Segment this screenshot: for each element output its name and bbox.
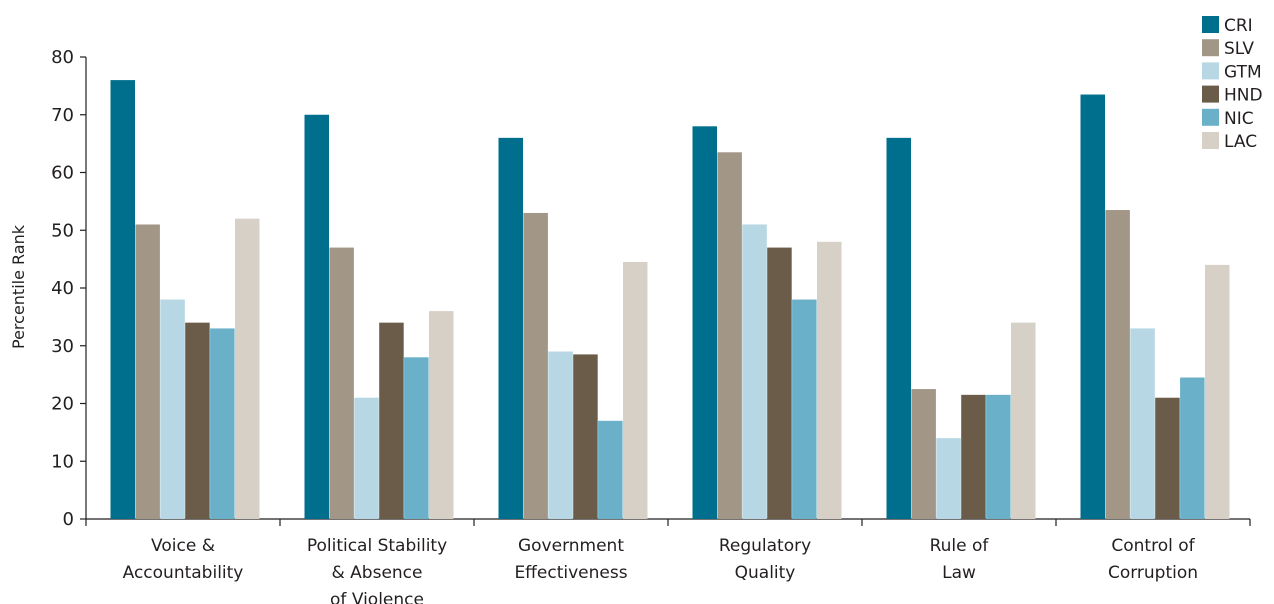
- x-category-label: Political Stability & Absence of Violence: [307, 536, 447, 604]
- x-category-label-line: Voice &: [151, 536, 215, 556]
- y-axis-title: Percentile Rank: [9, 224, 28, 349]
- bar-hnd: [767, 247, 792, 519]
- bar-hnd: [573, 354, 598, 519]
- legend-label: LAC: [1224, 132, 1257, 152]
- bar-gtm: [936, 438, 961, 519]
- x-category-label: Regulatory Quality: [719, 536, 811, 583]
- x-category-label: Voice & Accountability: [123, 536, 244, 583]
- bar-slv: [135, 224, 160, 519]
- bar-cri: [692, 126, 717, 520]
- x-category-label-line: Rule of: [930, 536, 990, 556]
- legend-swatch-hnd: [1202, 85, 1219, 103]
- bar-hnd: [185, 322, 210, 519]
- x-category-label: Control of Corruption: [1108, 536, 1198, 583]
- x-category-label-line: Law: [942, 563, 976, 583]
- bar-hnd: [1155, 397, 1180, 519]
- x-category-label-line: & Absence: [332, 563, 423, 583]
- bar-lac: [817, 241, 842, 520]
- legend-label: CRI: [1224, 16, 1253, 36]
- x-category-label-line: Government: [518, 536, 624, 556]
- bar-hnd: [961, 394, 986, 519]
- y-tick-label: 50: [51, 220, 74, 241]
- legend-swatch-nic: [1202, 108, 1219, 126]
- y-tick-label: 70: [51, 105, 74, 126]
- x-category-label-line: Control of: [1111, 536, 1195, 556]
- y-tick-label: 60: [51, 163, 74, 184]
- x-axis: Voice & Accountability Political Stability…: [85, 518, 1251, 604]
- x-category-label: Rule of Law: [930, 536, 990, 583]
- x-category-label: Government Effectiveness: [514, 536, 627, 583]
- bars: [110, 80, 1230, 520]
- x-category-label-line: Effectiveness: [514, 563, 627, 583]
- bar-slv: [329, 247, 354, 519]
- legend-label: NIC: [1224, 109, 1254, 129]
- bar-gtm: [1130, 328, 1155, 519]
- bar-gtm: [548, 351, 573, 519]
- bar-gtm: [160, 299, 185, 519]
- bar-cri: [110, 80, 135, 519]
- bar-slv: [523, 212, 548, 520]
- bar-nic: [404, 357, 429, 519]
- x-category-label-line: of Violence: [330, 590, 424, 604]
- bar-cri: [1080, 94, 1105, 519]
- x-category-label-line: Quality: [735, 563, 796, 583]
- y-tick-label: 30: [51, 336, 74, 357]
- bar-cri: [304, 114, 329, 519]
- bar-slv: [1105, 210, 1130, 519]
- legend-swatch-cri: [1202, 16, 1219, 33]
- bar-lac: [1205, 264, 1230, 519]
- legend-swatch-lac: [1202, 132, 1219, 149]
- bar-gtm: [742, 224, 767, 519]
- bar-slv: [717, 152, 742, 519]
- x-category-label-line: Corruption: [1108, 563, 1198, 583]
- bar-nic: [598, 420, 623, 519]
- bar-nic: [792, 299, 817, 519]
- legend-label: HND: [1224, 86, 1263, 106]
- legend-swatch-slv: [1202, 39, 1219, 57]
- bar-nic: [210, 328, 235, 519]
- bar-lac: [235, 218, 260, 519]
- x-category-label-line: Regulatory: [719, 536, 811, 556]
- bar-lac: [429, 311, 454, 519]
- bar-cri: [498, 137, 523, 519]
- y-axis: 0 10 20 30 40 50 60 70 80: [51, 47, 87, 530]
- legend-swatch-gtm: [1202, 62, 1219, 80]
- y-tick-label: 80: [51, 47, 74, 68]
- bar-lac: [1011, 322, 1036, 519]
- legend-label: GTM: [1224, 62, 1262, 82]
- y-tick-label: 0: [63, 509, 74, 530]
- bar-cri: [886, 137, 911, 519]
- bar-hnd: [379, 322, 404, 519]
- bar-gtm: [354, 397, 379, 519]
- x-category-label-line: Political Stability: [307, 536, 447, 556]
- x-category-label-line: Accountability: [123, 563, 244, 583]
- legend-label: SLV: [1224, 39, 1254, 59]
- y-tick-label: 20: [51, 394, 74, 415]
- y-tick-label: 40: [51, 278, 74, 299]
- legend: CRI SLV GTM HND NIC LAC: [1202, 16, 1263, 152]
- bar-nic: [1180, 377, 1205, 519]
- bar-lac: [623, 262, 648, 519]
- bar-slv: [911, 389, 936, 519]
- y-tick-label: 10: [51, 451, 74, 472]
- bar-nic: [986, 394, 1011, 519]
